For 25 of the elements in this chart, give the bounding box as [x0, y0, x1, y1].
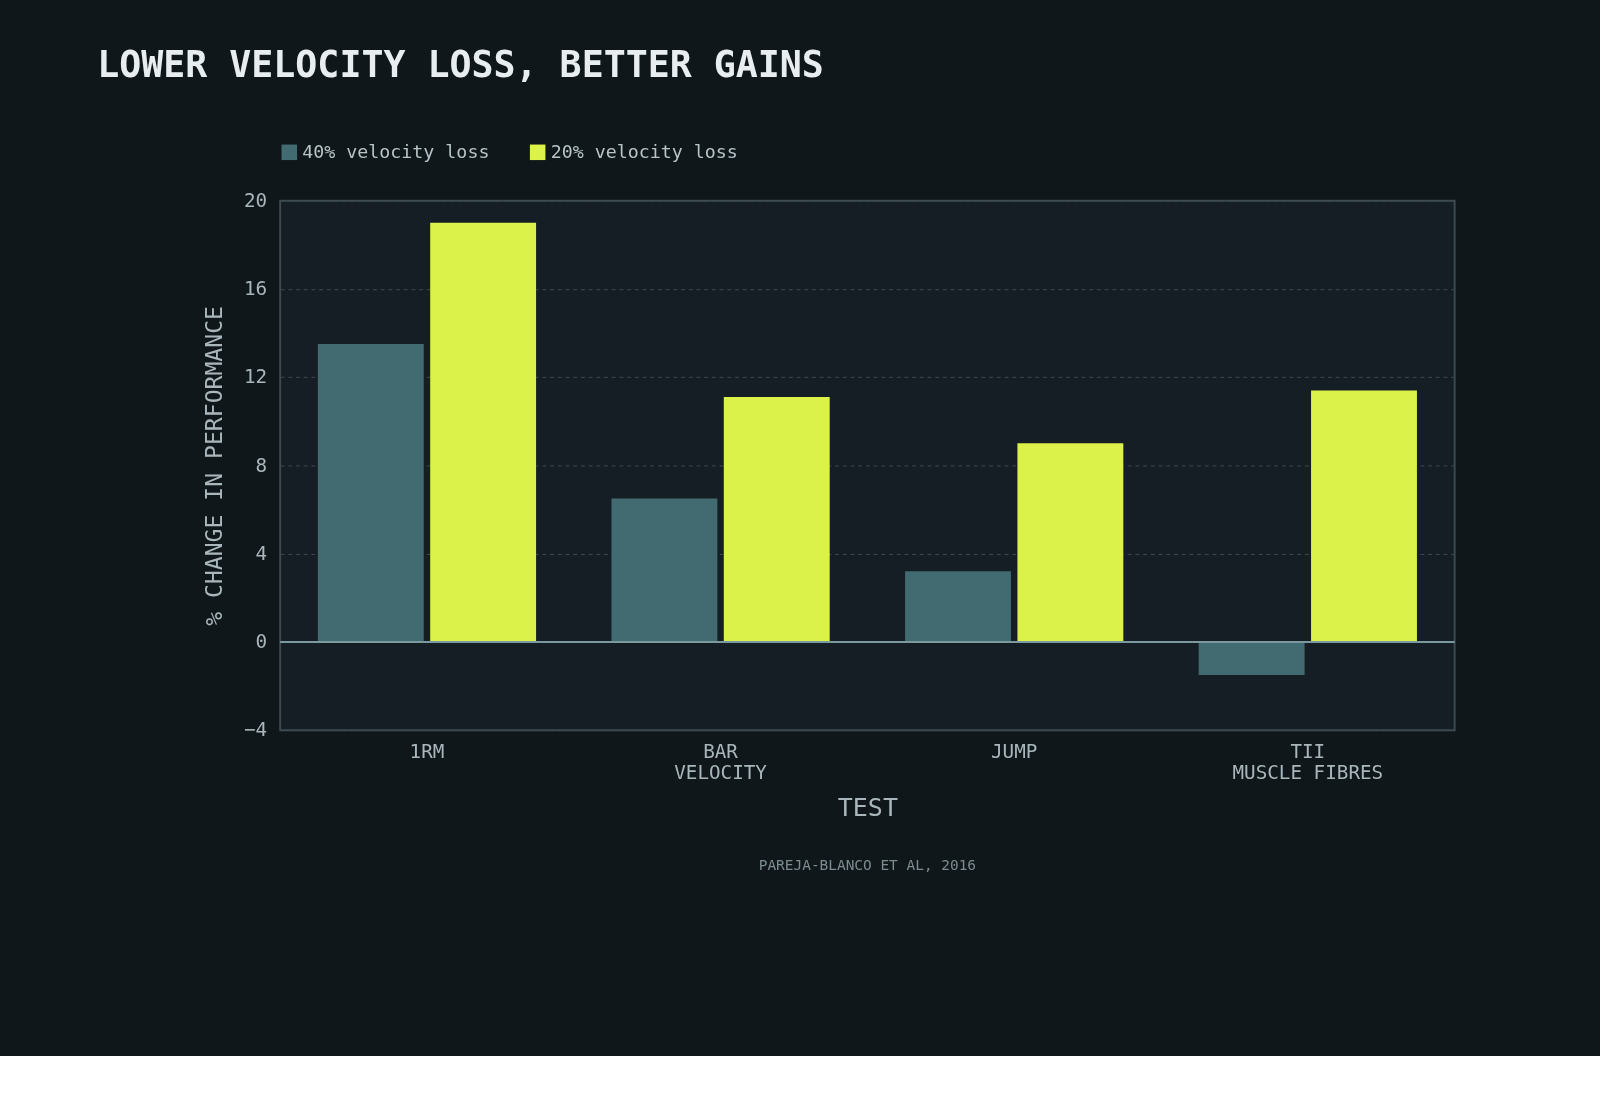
- x-axis-title: TEST: [837, 793, 898, 823]
- y-tick-label: 12: [243, 365, 268, 389]
- bar: [905, 571, 1011, 642]
- y-tick-label: 4: [255, 541, 268, 565]
- bar: [1017, 443, 1124, 642]
- bar: [1198, 641, 1305, 676]
- y-tick-label: 8: [255, 453, 268, 477]
- bar: [430, 222, 537, 642]
- legend-label: 40% velocity loss: [302, 141, 490, 163]
- legend-label: 20% velocity loss: [550, 141, 738, 163]
- bar: [611, 498, 718, 642]
- bar: [723, 397, 830, 642]
- y-tick-label: 16: [243, 277, 268, 301]
- x-tick-label: TII MUSCLE FIBRES: [1232, 739, 1384, 784]
- bar: [1311, 390, 1417, 642]
- y-tick-label: 20: [243, 188, 268, 212]
- bar: [317, 344, 424, 642]
- y-tick-label: 0: [255, 630, 268, 654]
- x-tick-label: 1RM: [409, 739, 445, 763]
- x-tick-label: JUMP: [991, 739, 1038, 763]
- text: PAREJA-BLANCO ET AL, 2016: [758, 856, 977, 873]
- y-tick-label: −4: [243, 718, 268, 742]
- x-tick-label: BAR VELOCITY: [674, 739, 768, 784]
- chart-title: LOWER VELOCITY LOSS, BETTER GAINS: [97, 43, 824, 87]
- y-axis-title: % CHANGE IN PERFORMANCE: [200, 306, 227, 626]
